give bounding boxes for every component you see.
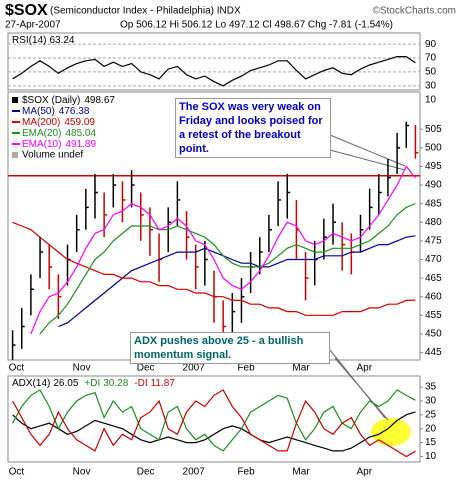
legend-value: 485.04 xyxy=(65,128,96,139)
y-tick-label: 465 xyxy=(425,273,442,284)
legend-name: EMA(10) xyxy=(22,139,61,150)
legend-entry: MA(50) 476.38 xyxy=(22,106,90,117)
y-tick-label: 505 xyxy=(425,124,442,135)
y-tick-label: 485 xyxy=(425,198,442,209)
adx-frame xyxy=(7,375,421,463)
y-tick-label: 460 xyxy=(425,291,442,302)
y-tick-label: 15 xyxy=(425,437,437,448)
x-tick-label: Mar xyxy=(292,363,310,374)
date: 27-Apr-2007 xyxy=(5,20,61,31)
y-tick-label: 450 xyxy=(425,329,442,340)
y-tick-label: 470 xyxy=(425,254,442,265)
x-tick-label: Dec xyxy=(137,467,155,478)
y-tick-label: 495 xyxy=(425,161,442,172)
legend: ADX(14) 26.05 +DI 30.28 -DI 11.87 xyxy=(12,378,175,389)
x-tick-label: 2007 xyxy=(183,363,206,374)
legend-value: 26.05 xyxy=(53,378,78,389)
y-tick-label: 445 xyxy=(425,347,442,358)
y-tick-label: 50 xyxy=(425,67,437,78)
legend-name: +DI xyxy=(84,378,100,389)
x-tick-label: Nov xyxy=(73,467,91,478)
x-tick-label: Oct xyxy=(9,363,25,374)
legend-entry: MA(200) 459.09 xyxy=(22,117,95,128)
y-tick-label: 480 xyxy=(425,217,442,228)
legend-swatch xyxy=(12,97,18,103)
legend-name: EMA(20) xyxy=(22,128,61,139)
y-tick-label: 10 xyxy=(425,94,437,105)
legend-entry: EMA(20) 485.04 xyxy=(22,128,96,139)
legend-entry: EMA(10) 491.89 xyxy=(22,139,96,150)
legend-value: 63.24 xyxy=(49,35,74,46)
symbol: $SOX xyxy=(5,2,48,19)
legend-value: 491.89 xyxy=(65,139,96,150)
quote: Op 506.12 Hi 506.12 Lo 497.12 Cl 498.67 … xyxy=(120,20,393,31)
x-tick-label: Nov xyxy=(73,363,91,374)
legend-name: -DI xyxy=(134,378,147,389)
series-line xyxy=(12,56,416,87)
series-line xyxy=(30,165,416,335)
y-tick-label: 70 xyxy=(425,53,437,64)
copyright: ©StockCharts.com xyxy=(372,6,456,17)
x-tick-label: Feb xyxy=(237,363,255,374)
annotation: The SOX was very weak on Friday and look… xyxy=(175,98,331,158)
rsi-frame xyxy=(7,32,421,91)
legend-entry: Volume undef xyxy=(22,150,83,161)
y-tick-label: 35 xyxy=(425,382,437,393)
x-tick-label: Apr xyxy=(356,363,372,374)
x-tick-label: Mar xyxy=(292,467,310,478)
series-line xyxy=(12,389,416,452)
legend-name: MA(200) xyxy=(22,117,60,128)
legend-name: $SOX (Daily) xyxy=(22,95,80,106)
annotation-arrow xyxy=(334,357,389,421)
series-line xyxy=(12,411,416,452)
annotation: ADX pushes above 25 - a bullish momentum… xyxy=(130,332,330,364)
legend-value: 476.38 xyxy=(59,106,90,117)
series-line xyxy=(12,389,416,458)
y-tick-label: 20 xyxy=(425,423,437,434)
legend-value: 30.28 xyxy=(103,378,128,389)
y-tick-label: 90 xyxy=(425,39,437,50)
legend-name: ADX(14) xyxy=(12,378,50,389)
y-tick-label: 490 xyxy=(425,180,442,191)
y-tick-label: 475 xyxy=(425,236,442,247)
series-line xyxy=(58,235,416,328)
x-tick-label: Feb xyxy=(237,467,255,478)
legend-name: RSI(14) xyxy=(12,35,46,46)
y-tick-label: 500 xyxy=(425,142,442,153)
annotation-arrow xyxy=(329,134,406,167)
y-tick-label: 30 xyxy=(425,80,437,91)
y-tick-label: 10 xyxy=(425,451,437,462)
y-tick-label: 25 xyxy=(425,409,437,420)
x-tick-label: Dec xyxy=(137,363,155,374)
series-line xyxy=(12,221,416,316)
series-line xyxy=(39,202,416,335)
y-tick-label: 455 xyxy=(425,310,442,321)
annotation-arrow xyxy=(329,149,406,171)
x-tick-label: Oct xyxy=(9,467,25,478)
legend-value: 459.09 xyxy=(64,117,95,128)
legend-name: MA(50) xyxy=(22,106,55,117)
description: (Semiconductor Index - Philadelphia) IND… xyxy=(50,6,241,17)
x-tick-label: 2007 xyxy=(183,467,206,478)
x-tick-label: Apr xyxy=(356,467,372,478)
y-tick-label: 30 xyxy=(425,396,437,407)
highlight-ellipse xyxy=(371,418,411,446)
legend: RSI(14) 63.24 xyxy=(12,35,75,46)
legend-swatch xyxy=(12,152,18,158)
legend-value: 11.87 xyxy=(151,378,176,389)
legend-entry: $SOX (Daily) 498.67 xyxy=(22,95,115,106)
legend-value: 498.67 xyxy=(84,95,115,106)
